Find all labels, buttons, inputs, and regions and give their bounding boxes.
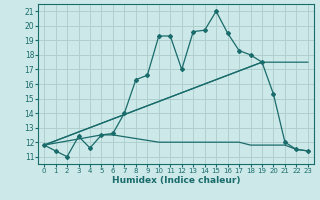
X-axis label: Humidex (Indice chaleur): Humidex (Indice chaleur) [112, 176, 240, 185]
